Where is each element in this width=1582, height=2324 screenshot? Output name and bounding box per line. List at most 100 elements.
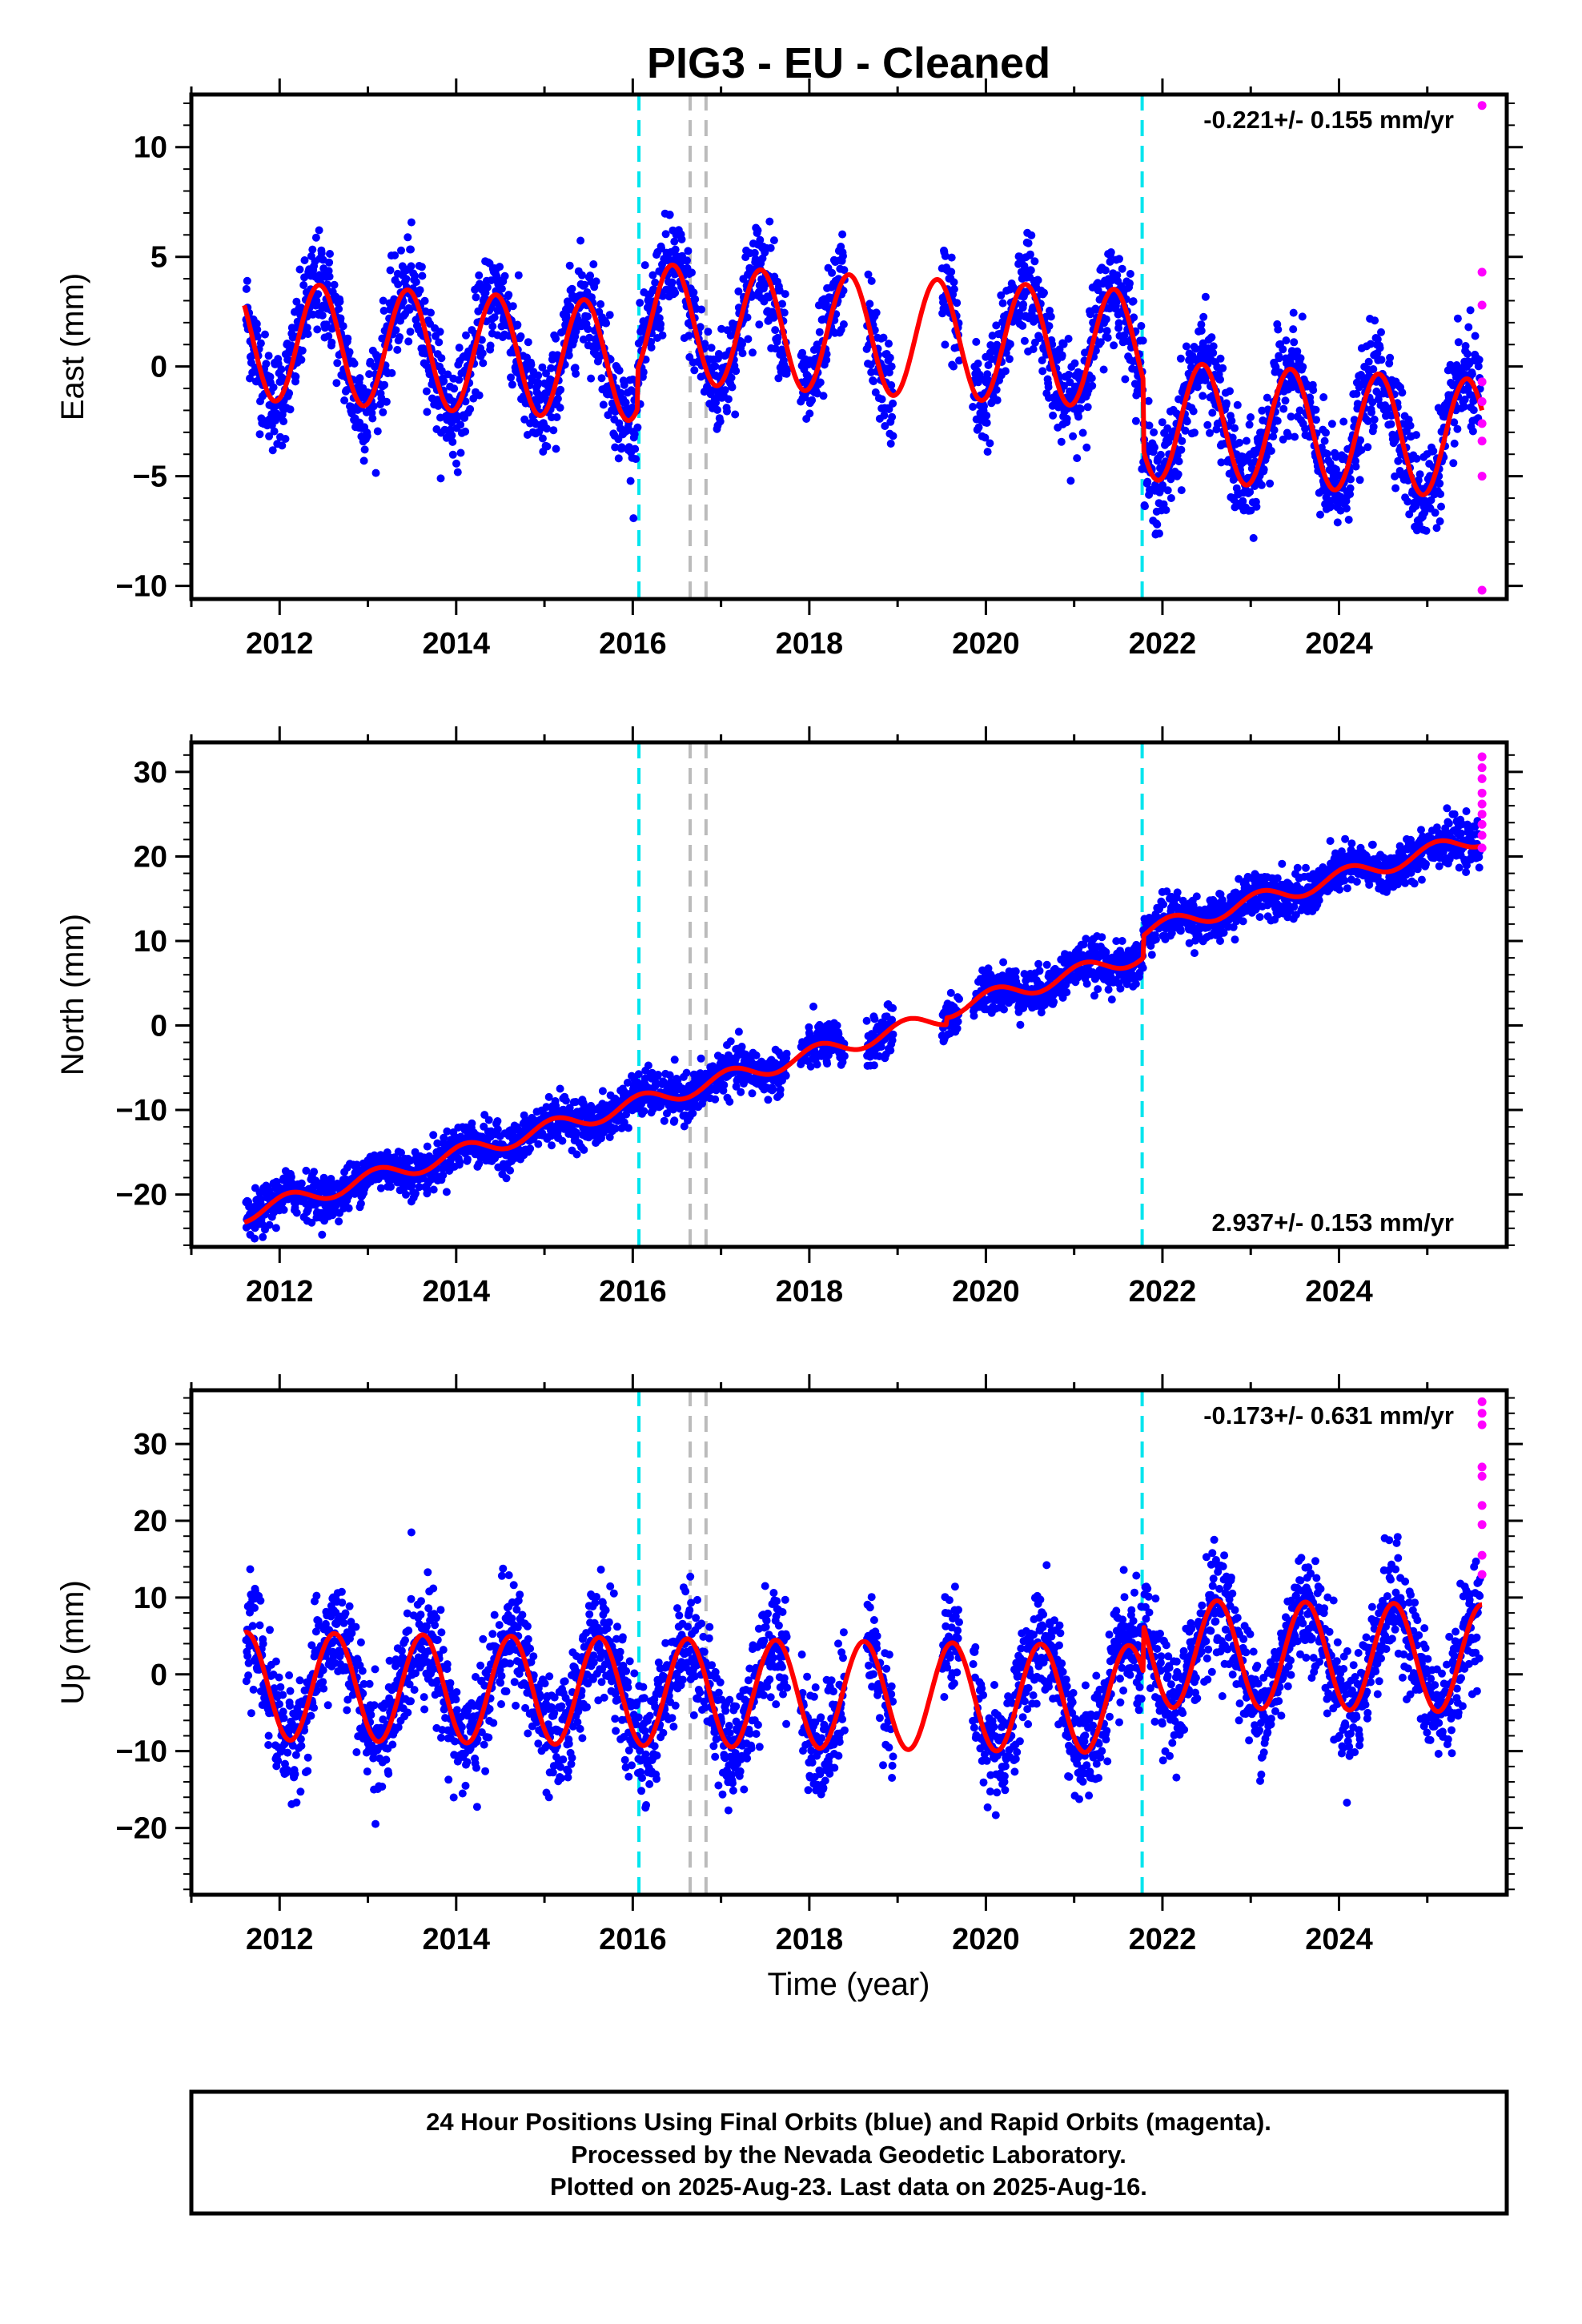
final-orbit-point xyxy=(376,400,384,408)
final-orbit-point xyxy=(1293,347,1302,356)
final-orbit-point xyxy=(336,314,345,323)
final-orbit-point xyxy=(300,256,309,264)
final-orbit-point xyxy=(552,413,561,421)
final-orbit-point xyxy=(658,331,667,340)
final-orbit-point xyxy=(765,217,774,226)
final-orbit-point xyxy=(562,1096,570,1105)
final-orbit-point xyxy=(455,344,464,352)
final-orbit-point xyxy=(1153,520,1162,529)
final-orbit-point xyxy=(862,1016,871,1025)
final-orbit-point xyxy=(1406,421,1415,430)
final-orbit-point xyxy=(776,1085,785,1094)
final-orbit-point xyxy=(1245,420,1254,429)
plot-area xyxy=(242,742,1487,1247)
final-orbit-point xyxy=(1299,363,1307,372)
final-orbit-point xyxy=(1019,300,1028,309)
final-orbit-point xyxy=(1422,526,1431,535)
final-orbit-point xyxy=(534,371,543,380)
final-orbit-point xyxy=(950,285,958,294)
final-orbit-point xyxy=(665,1071,674,1080)
final-orbit-point xyxy=(1166,494,1175,502)
final-orbit-point xyxy=(436,328,444,336)
final-orbit-point xyxy=(737,1088,745,1096)
final-orbit-point xyxy=(404,233,412,242)
final-orbit-point xyxy=(548,1141,556,1150)
final-orbit-point xyxy=(1311,405,1320,414)
final-orbit-point xyxy=(1026,266,1035,275)
figure-title: PIG3 - EU - Cleaned xyxy=(647,39,1050,87)
final-orbit-point xyxy=(538,434,547,443)
final-orbit-point xyxy=(526,1144,535,1153)
final-orbit-point xyxy=(1287,412,1295,421)
final-orbit-point xyxy=(1259,465,1268,474)
final-orbit-point xyxy=(1022,287,1031,296)
final-orbit-point xyxy=(697,305,706,314)
final-orbit-point xyxy=(1350,416,1359,424)
final-orbit-point xyxy=(953,299,962,308)
x-tick-label: 2024 xyxy=(1305,627,1373,661)
final-orbit-point xyxy=(1150,428,1158,436)
final-orbit-point xyxy=(1113,271,1122,279)
final-orbit-point xyxy=(1284,432,1293,440)
final-orbit-point xyxy=(463,1155,472,1164)
final-orbit-point xyxy=(986,439,994,448)
final-orbit-point xyxy=(947,267,956,276)
final-orbit-point xyxy=(877,395,886,404)
final-orbit-point xyxy=(1246,488,1255,497)
final-orbit-point xyxy=(1468,370,1476,379)
final-orbit-point xyxy=(670,237,679,246)
final-orbit-point xyxy=(408,1181,416,1190)
final-orbit-point xyxy=(330,280,339,289)
final-orbit-point xyxy=(391,326,400,335)
final-orbit-point xyxy=(468,1119,476,1128)
final-orbit-point xyxy=(717,324,726,333)
final-orbit-point xyxy=(270,427,279,436)
final-orbit-point xyxy=(839,251,847,260)
final-orbit-point xyxy=(697,1054,705,1063)
final-orbit-point xyxy=(658,292,667,300)
final-orbit-point xyxy=(1182,342,1191,351)
final-orbit-point xyxy=(1270,426,1279,434)
final-orbit-point xyxy=(1412,431,1420,440)
final-orbit-point xyxy=(690,366,699,375)
panel-east: 2012 2014 2016 2018 2020 2022 2024−10−50510Eas… xyxy=(55,78,1523,661)
final-orbit-point xyxy=(1375,344,1384,352)
final-orbit-point xyxy=(412,1189,420,1198)
final-orbit-point xyxy=(479,359,488,368)
final-orbit-point xyxy=(442,1188,451,1196)
final-orbit-point xyxy=(1060,381,1068,390)
final-orbit-point xyxy=(596,300,605,308)
final-orbit-point xyxy=(1103,333,1112,342)
final-orbit-point xyxy=(885,368,893,377)
final-orbit-point xyxy=(1020,336,1029,345)
final-orbit-point xyxy=(387,301,396,310)
final-orbit-point xyxy=(1312,416,1320,424)
final-orbit-point xyxy=(552,444,560,453)
final-orbit-point xyxy=(1206,428,1214,437)
final-orbit-point xyxy=(259,1232,267,1241)
final-orbit-point xyxy=(407,218,416,227)
final-orbit-point xyxy=(533,378,542,387)
final-orbit-point xyxy=(771,344,780,353)
final-orbit-point xyxy=(448,437,457,446)
final-orbit-point xyxy=(1197,320,1206,329)
final-orbit-point xyxy=(597,374,606,383)
final-orbit-point xyxy=(1199,392,1207,400)
final-orbit-point xyxy=(865,300,874,308)
final-orbit-point xyxy=(292,1208,301,1217)
final-orbit-point xyxy=(490,313,499,322)
final-orbit-point xyxy=(344,1204,353,1212)
final-orbit-point xyxy=(950,362,958,371)
final-orbit-point xyxy=(1391,472,1399,480)
final-orbit-point xyxy=(1101,266,1110,275)
final-orbit-point xyxy=(1453,424,1462,433)
final-orbit-point xyxy=(558,1136,567,1145)
final-orbit-point xyxy=(1363,443,1372,452)
final-orbit-point xyxy=(508,380,516,389)
final-orbit-point xyxy=(253,332,262,341)
final-orbit-point xyxy=(721,386,729,395)
final-orbit-point xyxy=(953,1024,962,1033)
final-orbit-point xyxy=(769,236,778,245)
final-orbit-point xyxy=(955,995,963,1003)
final-orbit-point xyxy=(881,422,889,430)
